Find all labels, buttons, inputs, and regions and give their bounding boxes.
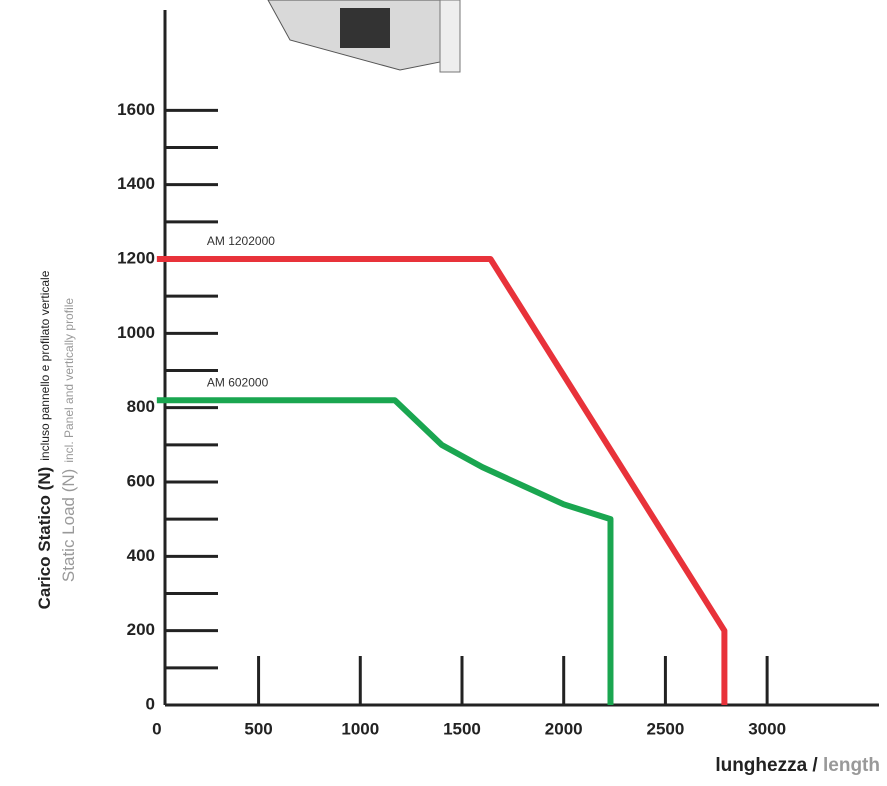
series-label: AM 602000 [207,375,269,389]
x-tick-label: 500 [244,719,272,738]
y-title-en-note: incl. Panel and vertically profile [62,298,76,463]
y-tick-label: 0 [146,694,155,713]
y-title-en: Static Load (N) incl. Panel and verticall… [59,298,78,582]
y-title: Carico Statico (N) incluso pannello e pro… [35,270,54,609]
x-tick-label: 1000 [341,719,379,738]
y-tick-label: 600 [127,471,155,490]
x-tick-label: 2000 [545,719,583,738]
y-title-note: incluso pannello e profilato verticale [38,270,52,460]
y-title-main: Carico Statico (N) [35,467,54,610]
series-line [156,397,614,705]
y-tick-label: 400 [127,546,155,565]
x-title-en: length [823,755,880,776]
y-tick-label: 1000 [117,323,155,342]
y-tick-label: 1200 [117,248,155,267]
x-tick-label: 0 [152,719,161,738]
x-tick-label: 2500 [646,719,684,738]
x-title-main: lunghezza / [715,755,823,776]
series-line [156,256,728,705]
x-tick-label: 3000 [748,719,786,738]
y-title-en-main: Static Load (N) [59,469,78,582]
y-tick-label: 800 [127,397,155,416]
machine-illustration [267,0,461,73]
series-label: AM 1202000 [207,234,275,248]
y-tick-label: 1600 [117,100,155,119]
x-title: lunghezza / length [715,755,880,776]
y-tick-label: 200 [127,620,155,639]
y-tick-label: 1400 [117,174,155,193]
x-tick-label: 1500 [443,719,481,738]
